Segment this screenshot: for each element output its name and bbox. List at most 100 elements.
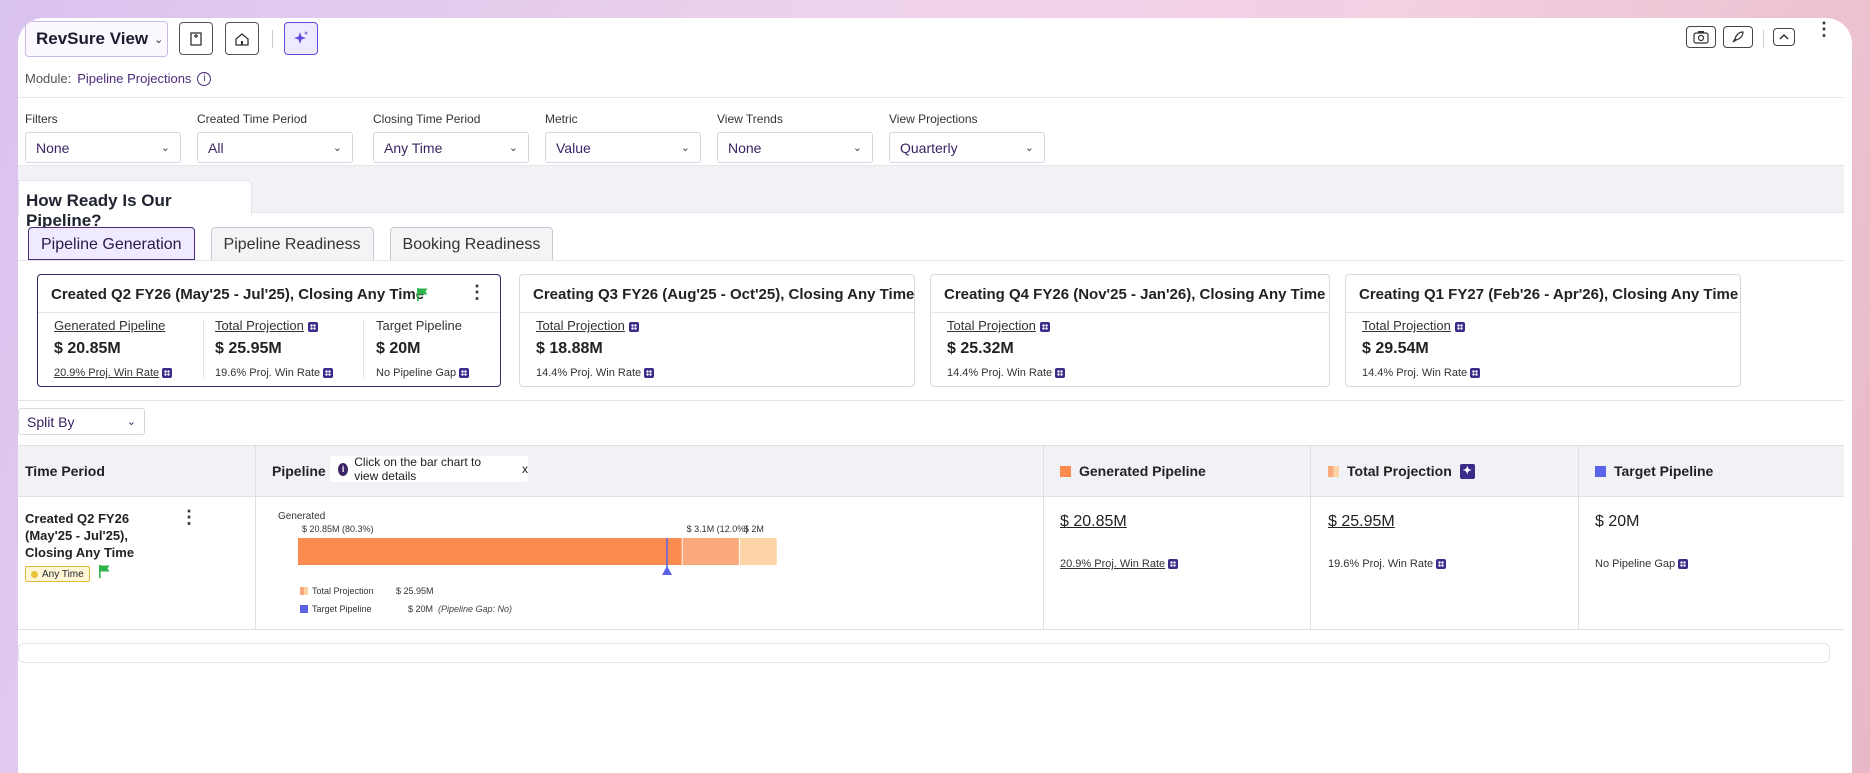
- card-divider: [1346, 312, 1740, 313]
- metric-label-wrap[interactable]: Total Projection: [215, 318, 333, 333]
- top-bar: RevSure View ⌄ ⋮: [18, 18, 1852, 76]
- bar-segment[interactable]: [740, 538, 777, 565]
- sparkle-icon: [292, 30, 310, 48]
- home-button[interactable]: [225, 22, 259, 55]
- view-trends-select[interactable]: None ⌄: [717, 132, 873, 163]
- filters-bar: Filters None ⌄ Created Time Period All ⌄ Clo…: [18, 97, 1844, 166]
- row-more-icon[interactable]: ⋮: [180, 514, 186, 520]
- projection-icon: [323, 368, 333, 378]
- col-divider: [1578, 445, 1579, 629]
- target-marker-icon: [662, 566, 672, 575]
- chart-hint-tooltip: i Click on the bar chart to view details x: [330, 456, 528, 482]
- projection-icon: [1040, 322, 1050, 332]
- generated-pipeline-value[interactable]: $ 20.85M: [1060, 513, 1127, 531]
- col-total-projection: Total Projection ✦: [1328, 463, 1475, 479]
- legend-name: Target Pipeline: [312, 604, 372, 614]
- total-projection-value[interactable]: $ 25.95M: [1328, 513, 1395, 531]
- metric-value: $ 20M: [376, 340, 469, 358]
- view-selector[interactable]: RevSure View ⌄: [25, 21, 168, 57]
- tab-pipeline-generation[interactable]: Pipeline Generation: [28, 227, 195, 260]
- filter-group-created: Created Time Period All ⌄: [197, 112, 353, 163]
- metric-label[interactable]: Generated Pipeline: [54, 318, 172, 333]
- closing-time-select[interactable]: Any Time ⌄: [373, 132, 529, 163]
- module-label: Module:: [25, 71, 71, 86]
- legend-swatch: [300, 605, 308, 613]
- metric-label: Target Pipeline: [376, 318, 469, 333]
- sparkle-icon[interactable]: ✦: [1460, 464, 1475, 479]
- col-divider: [1043, 445, 1044, 629]
- bar-segment-label: $ 2M: [744, 524, 764, 534]
- projection-icon: [1678, 559, 1688, 569]
- section-band: [18, 166, 1844, 212]
- filter-group-filters: Filters None ⌄: [25, 112, 181, 163]
- generated-win-rate[interactable]: 20.9% Proj. Win Rate: [1060, 558, 1178, 570]
- table-bottom-border: [18, 629, 1844, 630]
- card-divider: [931, 312, 1329, 313]
- card-divider: [520, 312, 914, 313]
- chevron-down-icon: ⌄: [127, 415, 136, 428]
- legend-swatch: [304, 587, 308, 595]
- legend-swatch: [1595, 466, 1606, 477]
- metric-divider: [363, 320, 364, 378]
- filter-label: Created Time Period: [197, 112, 353, 126]
- legend-swatch: [1328, 466, 1339, 477]
- split-by-select[interactable]: Split By ⌄: [18, 408, 145, 435]
- period-card-q4-fy26[interactable]: Creating Q4 FY26 (Nov'25 - Jan'26), Clos…: [930, 274, 1330, 387]
- win-rate-text: 14.4% Proj. Win Rate: [1362, 367, 1467, 379]
- card-more-icon[interactable]: ⋮: [468, 289, 474, 295]
- projection-icon: [459, 368, 469, 378]
- tabs-row: Pipeline Generation Pipeline Readiness B…: [28, 227, 553, 260]
- period-card-q3-fy26[interactable]: Creating Q3 FY26 (Aug'25 - Oct'25), Clos…: [519, 274, 915, 387]
- bookmark-button[interactable]: [179, 22, 213, 55]
- metric-sub[interactable]: 20.9% Proj. Win Rate: [54, 367, 172, 379]
- bar-segment[interactable]: [683, 538, 739, 565]
- filter-group-metric: Metric Value ⌄: [545, 112, 701, 163]
- metric-value: $ 18.88M: [536, 340, 654, 358]
- filters-select[interactable]: None ⌄: [25, 132, 181, 163]
- view-projections-select[interactable]: Quarterly ⌄: [889, 132, 1045, 163]
- more-options-icon[interactable]: ⋮: [1815, 26, 1821, 32]
- info-icon[interactable]: i: [197, 72, 211, 86]
- pipeline-bar-chart[interactable]: Generated $ 20.85M (80.3%) $ 3.1M (12.0%)…: [256, 498, 1042, 628]
- projection-icon: [629, 322, 639, 332]
- col-time-period: Time Period: [25, 463, 105, 479]
- module-indicator: Module: Pipeline Projections i: [25, 71, 211, 86]
- col-label: Time Period: [25, 463, 105, 479]
- projection-icon: [1055, 368, 1065, 378]
- metric-select[interactable]: Value ⌄: [545, 132, 701, 163]
- tab-pipeline-readiness[interactable]: Pipeline Readiness: [211, 227, 374, 260]
- ai-assist-button[interactable]: [284, 22, 318, 55]
- launch-button[interactable]: [1723, 26, 1753, 48]
- module-value: Pipeline Projections: [77, 71, 191, 86]
- created-time-select[interactable]: All ⌄: [197, 132, 353, 163]
- tab-booking-readiness[interactable]: Booking Readiness: [390, 227, 554, 260]
- metric-sub: 14.4% Proj. Win Rate: [536, 367, 654, 379]
- filter-value: All: [208, 140, 224, 156]
- chevron-down-icon: ⌄: [681, 141, 690, 154]
- metric-label-wrap[interactable]: Total Projection: [947, 318, 1065, 333]
- chevron-down-icon: ⌄: [509, 141, 518, 154]
- badge-text: Any Time: [42, 569, 84, 580]
- metric-value: $ 25.32M: [947, 340, 1065, 358]
- generated-pipeline-metric: Generated Pipeline $ 20.85M 20.9% Proj. …: [54, 318, 172, 379]
- period-card-q1-fy27[interactable]: Creating Q1 FY27 (Feb'26 - Apr'26), Clos…: [1345, 274, 1741, 387]
- split-divider: [18, 400, 1844, 401]
- home-icon: [234, 31, 250, 47]
- filter-value: None: [36, 140, 69, 156]
- filter-label: View Trends: [717, 112, 873, 126]
- projection-icon: [1436, 559, 1446, 569]
- col-generated-pipeline: Generated Pipeline: [1060, 463, 1206, 479]
- win-rate-text: 19.6% Proj. Win Rate: [1328, 558, 1433, 570]
- close-icon[interactable]: x: [522, 462, 528, 476]
- metric-label-wrap[interactable]: Total Projection: [536, 318, 654, 333]
- screenshot-button[interactable]: [1686, 26, 1716, 48]
- period-card-q2-fy26[interactable]: Created Q2 FY26 (May'25 - Jul'25), Closi…: [37, 274, 501, 387]
- target-pipeline-value: $ 20M: [1595, 513, 1639, 531]
- total-projection-metric: Total Projection $ 18.88M 14.4% Proj. Wi…: [536, 318, 654, 379]
- collapse-button[interactable]: [1773, 28, 1795, 46]
- legend-swatch: [300, 587, 304, 595]
- filter-label: Metric: [545, 112, 701, 126]
- filter-group-closing: Closing Time Period Any Time ⌄: [373, 112, 529, 163]
- bar-segment[interactable]: [298, 538, 682, 565]
- metric-label-wrap[interactable]: Total Projection: [1362, 318, 1480, 333]
